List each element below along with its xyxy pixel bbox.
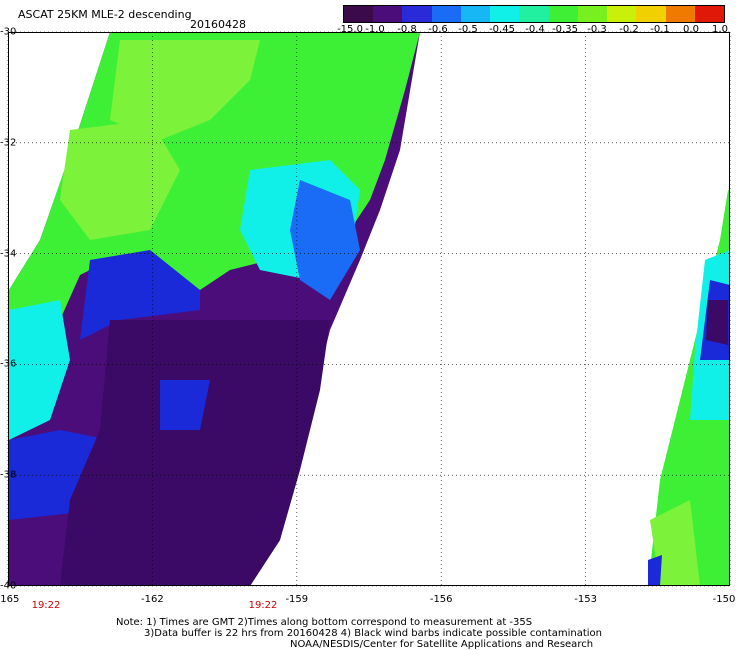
lon-tick-label: -153 [574,594,597,605]
map-title: ASCAT 25KM MLE-2 descending [18,8,192,21]
footnote-line-3: NOAA/NESDIS/Center for Satellite Applica… [290,639,594,650]
lon-tick-label: -150 [712,594,736,605]
colorbar-label: -0.2 [619,24,639,35]
lon-tick-label: -156 [429,594,453,605]
colorbar-swatch [344,6,374,22]
colorbar-label: 1.0 [712,24,728,35]
colorbar-swatch [548,6,578,22]
colorbar-label: -1.0 [365,24,385,35]
lat-tick-label: -36 [0,358,17,370]
time-label: 19:22 [31,600,61,611]
colorbar-label: -0.4 [525,24,545,35]
colorbar-label: -15.0 [337,24,363,35]
colorbar-label: -0.5 [458,24,478,35]
colorbar-swatch [431,6,461,22]
swath-left-dark [60,320,330,586]
footnote-line-1: Note: 1) Times are GMT 2)Times along bot… [116,617,533,628]
swath-left [9,32,420,586]
swath-right-light-green [650,500,700,586]
colorbar-swatch [460,6,491,22]
lat-tick-label: -30 [0,26,17,38]
lat-tick-label: -34 [0,248,17,260]
colorbar-swatch [490,6,520,22]
colorbar-label: 0.0 [683,24,699,35]
lat-tick-label: -40 [0,580,17,592]
lon-tick-label: -162 [141,594,164,605]
map-date: 20160428 [190,18,246,31]
lon-tick-label: -159 [285,594,309,605]
footnote-line-2: 3)Data buffer is 22 hrs from 20160428 4)… [144,628,602,639]
swath-left-blue-2 [290,180,360,300]
colorbar-label: -0.6 [428,24,448,35]
swath-right-dark [706,300,728,345]
swath-right [648,190,730,586]
swath-left-light-green [110,40,260,140]
colorbar-label: -0.8 [397,24,417,35]
colorbar-swatch [402,6,432,22]
swath-left-cyan-2 [9,300,70,440]
colorbar-label: -0.3 [587,24,607,35]
colorbar-label: -0.1 [650,24,670,35]
swath-left-light-green-2 [60,120,180,240]
swath-right-blue-2 [648,555,662,586]
swath-left-blue [80,250,200,340]
colorbar-label: -0.45 [489,24,515,35]
colorbar [343,5,725,23]
plot-frame [8,32,730,586]
colorbar-swatch [373,6,403,22]
lat-tick-label: -38 [0,469,17,481]
colorbar-swatch [665,6,695,22]
swath-left-blue-4 [160,380,210,430]
time-label: 19:22 [248,600,278,611]
colorbar-labels: -15.0 -1.0 -0.8 -0.6 -0.5 -0.45 -0.4 -0.35 -0.3 -… [0,24,740,38]
lat-tick-label: -32 [0,137,17,149]
colorbar-swatch [636,6,666,22]
colorbar-swatch [607,6,637,22]
colorbar-swatch [694,6,725,22]
lon-tick-label: -165 [0,594,20,605]
colorbar-swatch [577,6,608,22]
colorbar-label: -0.35 [552,24,578,35]
colorbar-swatch [519,6,549,22]
